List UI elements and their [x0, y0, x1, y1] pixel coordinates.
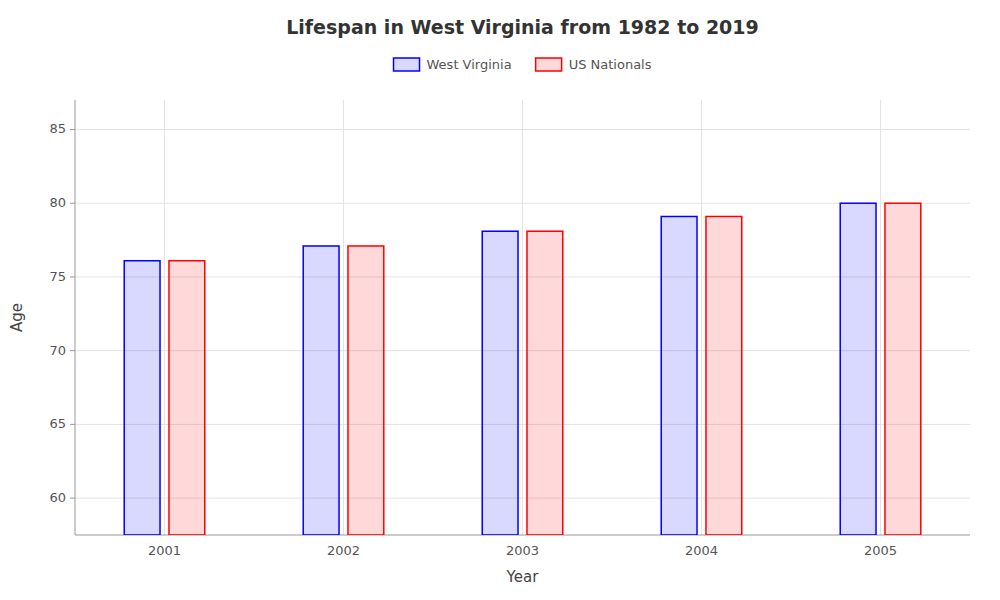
bars — [124, 203, 921, 535]
y-tick-label: 80 — [49, 195, 66, 210]
y-tick — [70, 424, 75, 425]
legend-item: US Nationals — [536, 57, 652, 72]
y-tick-label: 75 — [49, 269, 66, 284]
x-grid-line — [880, 100, 881, 535]
title: Lifespan in West Virginia from 1982 to 2… — [286, 16, 759, 38]
y-tick — [70, 276, 75, 277]
bar — [124, 261, 160, 535]
chart: Lifespan in West Virginia from 1982 to 2… — [0, 0, 1000, 600]
bar — [169, 261, 205, 535]
legend: West Virginia US Nationals — [394, 57, 652, 72]
y-axis-line — [75, 100, 76, 535]
y-tick — [70, 350, 75, 351]
grid — [75, 100, 970, 535]
legend-swatch — [394, 58, 420, 71]
legend-label: US Nationals — [569, 57, 652, 72]
bar — [885, 203, 921, 535]
x-axis-line — [75, 535, 970, 536]
y-tick-label: 70 — [49, 343, 66, 358]
x-grid-line — [701, 100, 702, 535]
y-tick-label: 85 — [49, 121, 66, 136]
bar — [482, 231, 518, 535]
x-grid-line — [164, 100, 165, 535]
y-tick — [70, 129, 75, 130]
x-tick-label: 2001 — [148, 543, 181, 558]
x-tick-label: 2005 — [864, 543, 897, 558]
bar — [527, 231, 563, 535]
x-tick-label: 2002 — [327, 543, 360, 558]
y-axis-label: Age — [8, 303, 26, 332]
bar — [661, 216, 697, 535]
y-tick-label: 65 — [49, 416, 66, 431]
x-tick-label: 2004 — [685, 543, 718, 558]
y-tick-label: 60 — [49, 490, 66, 505]
legend-item: West Virginia — [394, 57, 512, 72]
y-tick — [70, 498, 75, 499]
bar — [303, 246, 339, 535]
bar — [840, 203, 876, 535]
legend-label: West Virginia — [427, 57, 512, 72]
x-grid-line — [522, 100, 523, 535]
x-tick-label: 2003 — [506, 543, 539, 558]
bar — [348, 246, 384, 535]
axes: 60 65 70 75 80 85 2001 2002 2003 2004 2005 — [49, 100, 970, 558]
x-grid-line — [343, 100, 344, 535]
x-axis-label: Year — [506, 568, 540, 586]
y-tick — [70, 203, 75, 204]
legend-swatch — [536, 58, 562, 71]
bar — [706, 216, 742, 535]
